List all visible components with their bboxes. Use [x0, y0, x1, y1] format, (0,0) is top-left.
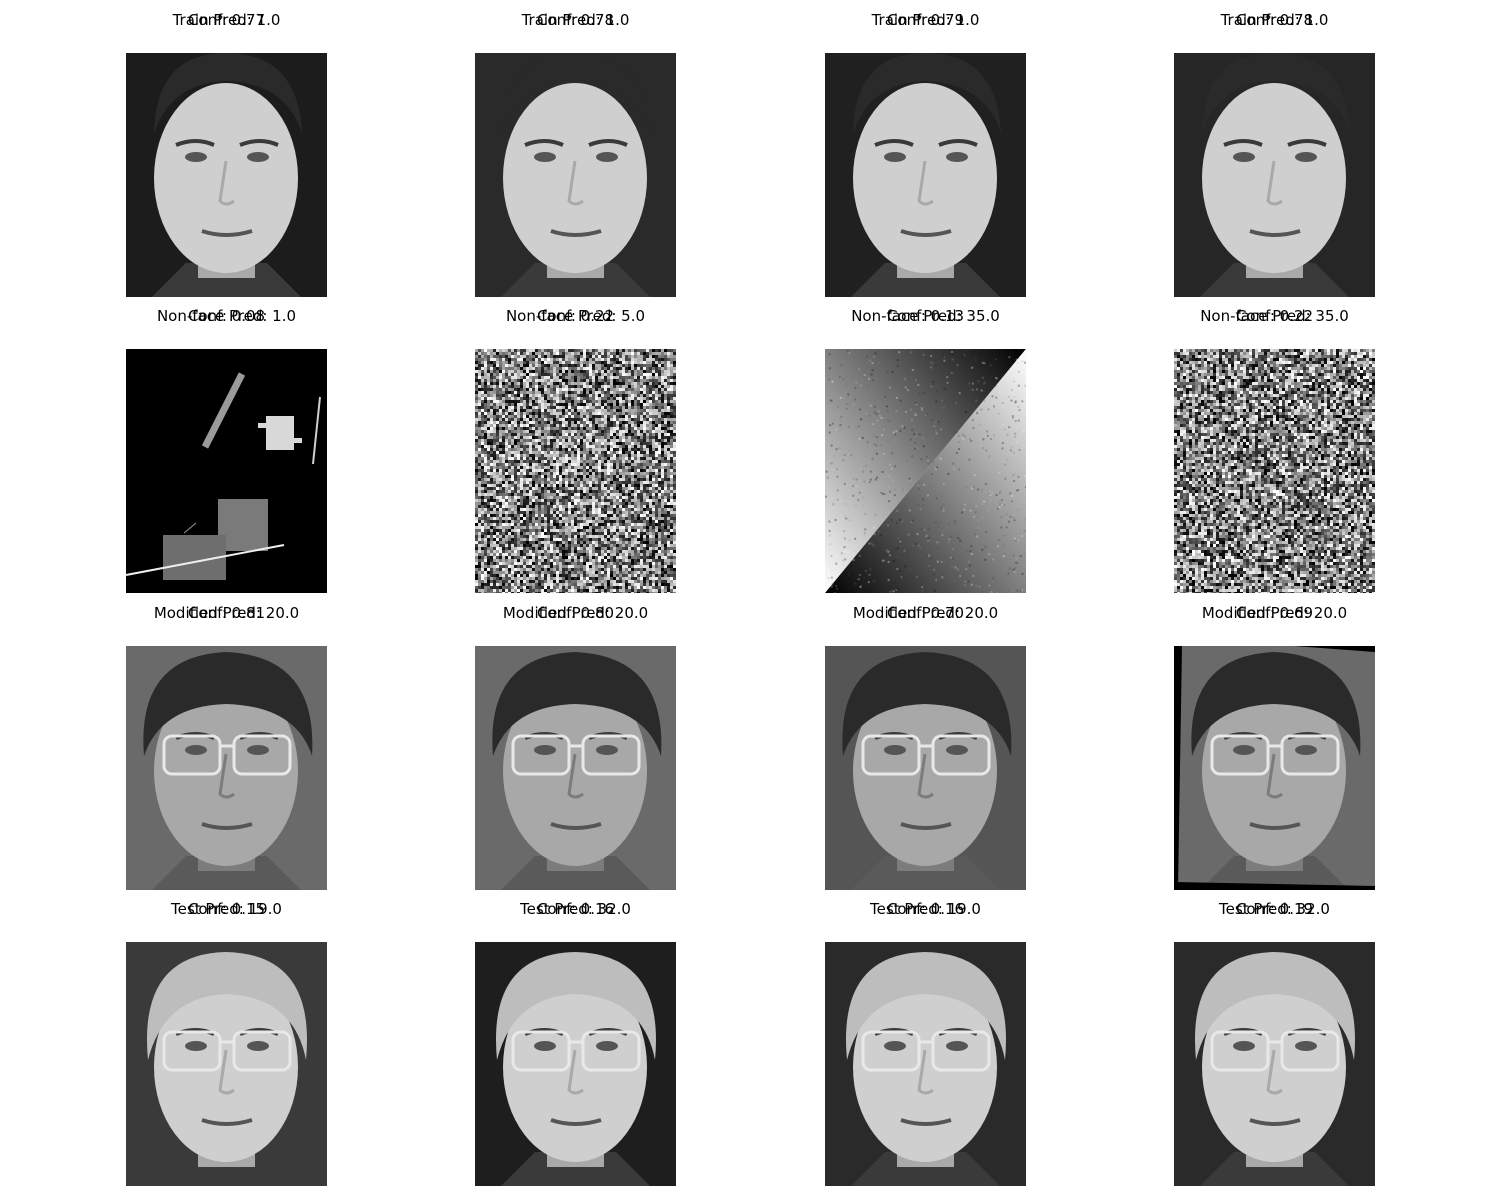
panel-image [825, 53, 1026, 297]
panel-confidence: Conf: 0.80 [536, 604, 615, 622]
face-image [475, 942, 676, 1186]
panel-image [1174, 53, 1375, 297]
panel-confidence: Conf: 0.77 [187, 11, 266, 29]
panel-caption: Non-face Pred: 35.0 [851, 307, 1000, 325]
panel-confidence: Conf: 0.79 [886, 11, 965, 29]
panel-caption: Test Pred: 32.0 [520, 900, 631, 918]
face-image [126, 942, 327, 1186]
panel-image [825, 349, 1026, 593]
panel-image [475, 349, 676, 593]
face-image [1174, 53, 1375, 297]
panel-image [475, 942, 676, 1186]
panel-confidence: Conf: 0.13 [886, 307, 965, 325]
panel-caption: Modified Pred: 20.0 [852, 604, 999, 622]
panel-image [1174, 646, 1375, 890]
face-image [825, 646, 1026, 890]
panel-caption: Train Pred: 1.0 [521, 11, 630, 29]
panel-image [126, 53, 327, 297]
face-image [475, 53, 676, 297]
panel-image [126, 646, 327, 890]
panel-confidence: Conf: 0.08 [187, 307, 266, 325]
panel-confidence: Conf: 0.81 [187, 604, 266, 622]
panel-confidence: Conf: 0.16 [536, 900, 615, 918]
panel-image [475, 646, 676, 890]
panel-confidence: Conf: 0.69 [1235, 604, 1314, 622]
panel-caption: Non-face Pred: 1.0 [156, 307, 297, 325]
noise-image [475, 349, 676, 593]
panel-caption: Modified Pred: 20.0 [1201, 604, 1348, 622]
panel-caption: Non-face Pred: 5.0 [505, 307, 646, 325]
panel-confidence: Conf: 0.78 [536, 11, 615, 29]
panel-confidence: Conf: 0.78 [1235, 11, 1314, 29]
face-image [126, 53, 327, 297]
face-image [1174, 942, 1375, 1186]
gradient-image [825, 349, 1026, 593]
noise-image [1174, 349, 1375, 593]
face-image [475, 646, 676, 890]
panel-confidence: Conf: 0.19 [1235, 900, 1314, 918]
panel-caption: Non-face Pred: 35.0 [1200, 307, 1349, 325]
face-image [825, 53, 1026, 297]
panel-image [825, 942, 1026, 1186]
panel-image [1174, 942, 1375, 1186]
panel-image [825, 646, 1026, 890]
panel-caption: Train Pred: 1.0 [172, 11, 281, 29]
panel-confidence: Conf: 0.15 [187, 900, 266, 918]
panel-confidence: Conf: 0.16 [886, 900, 965, 918]
panel-caption: Modified Pred: 20.0 [502, 604, 649, 622]
face-image [126, 646, 327, 890]
panel-caption: Test Pred: 32.0 [1219, 900, 1330, 918]
face-image [1174, 646, 1375, 890]
panel-caption: Train Pred: 1.0 [871, 11, 980, 29]
panel-caption: Modified Pred: 20.0 [153, 604, 300, 622]
panel-caption: Test Pred: 19.0 [171, 900, 282, 918]
panel-image [126, 942, 327, 1186]
face-image [825, 942, 1026, 1186]
panel-confidence: Conf: 0.22 [1235, 307, 1314, 325]
panel-image [126, 349, 327, 593]
panel-confidence: Conf: 0.22 [536, 307, 615, 325]
panel-caption: Test Pred: 19.0 [870, 900, 981, 918]
panel-image [1174, 349, 1375, 593]
panel-caption: Train Pred: 1.0 [1220, 11, 1329, 29]
panel-image [475, 53, 676, 297]
shapes-image [126, 349, 327, 593]
panel-confidence: Conf: 0.70 [886, 604, 965, 622]
